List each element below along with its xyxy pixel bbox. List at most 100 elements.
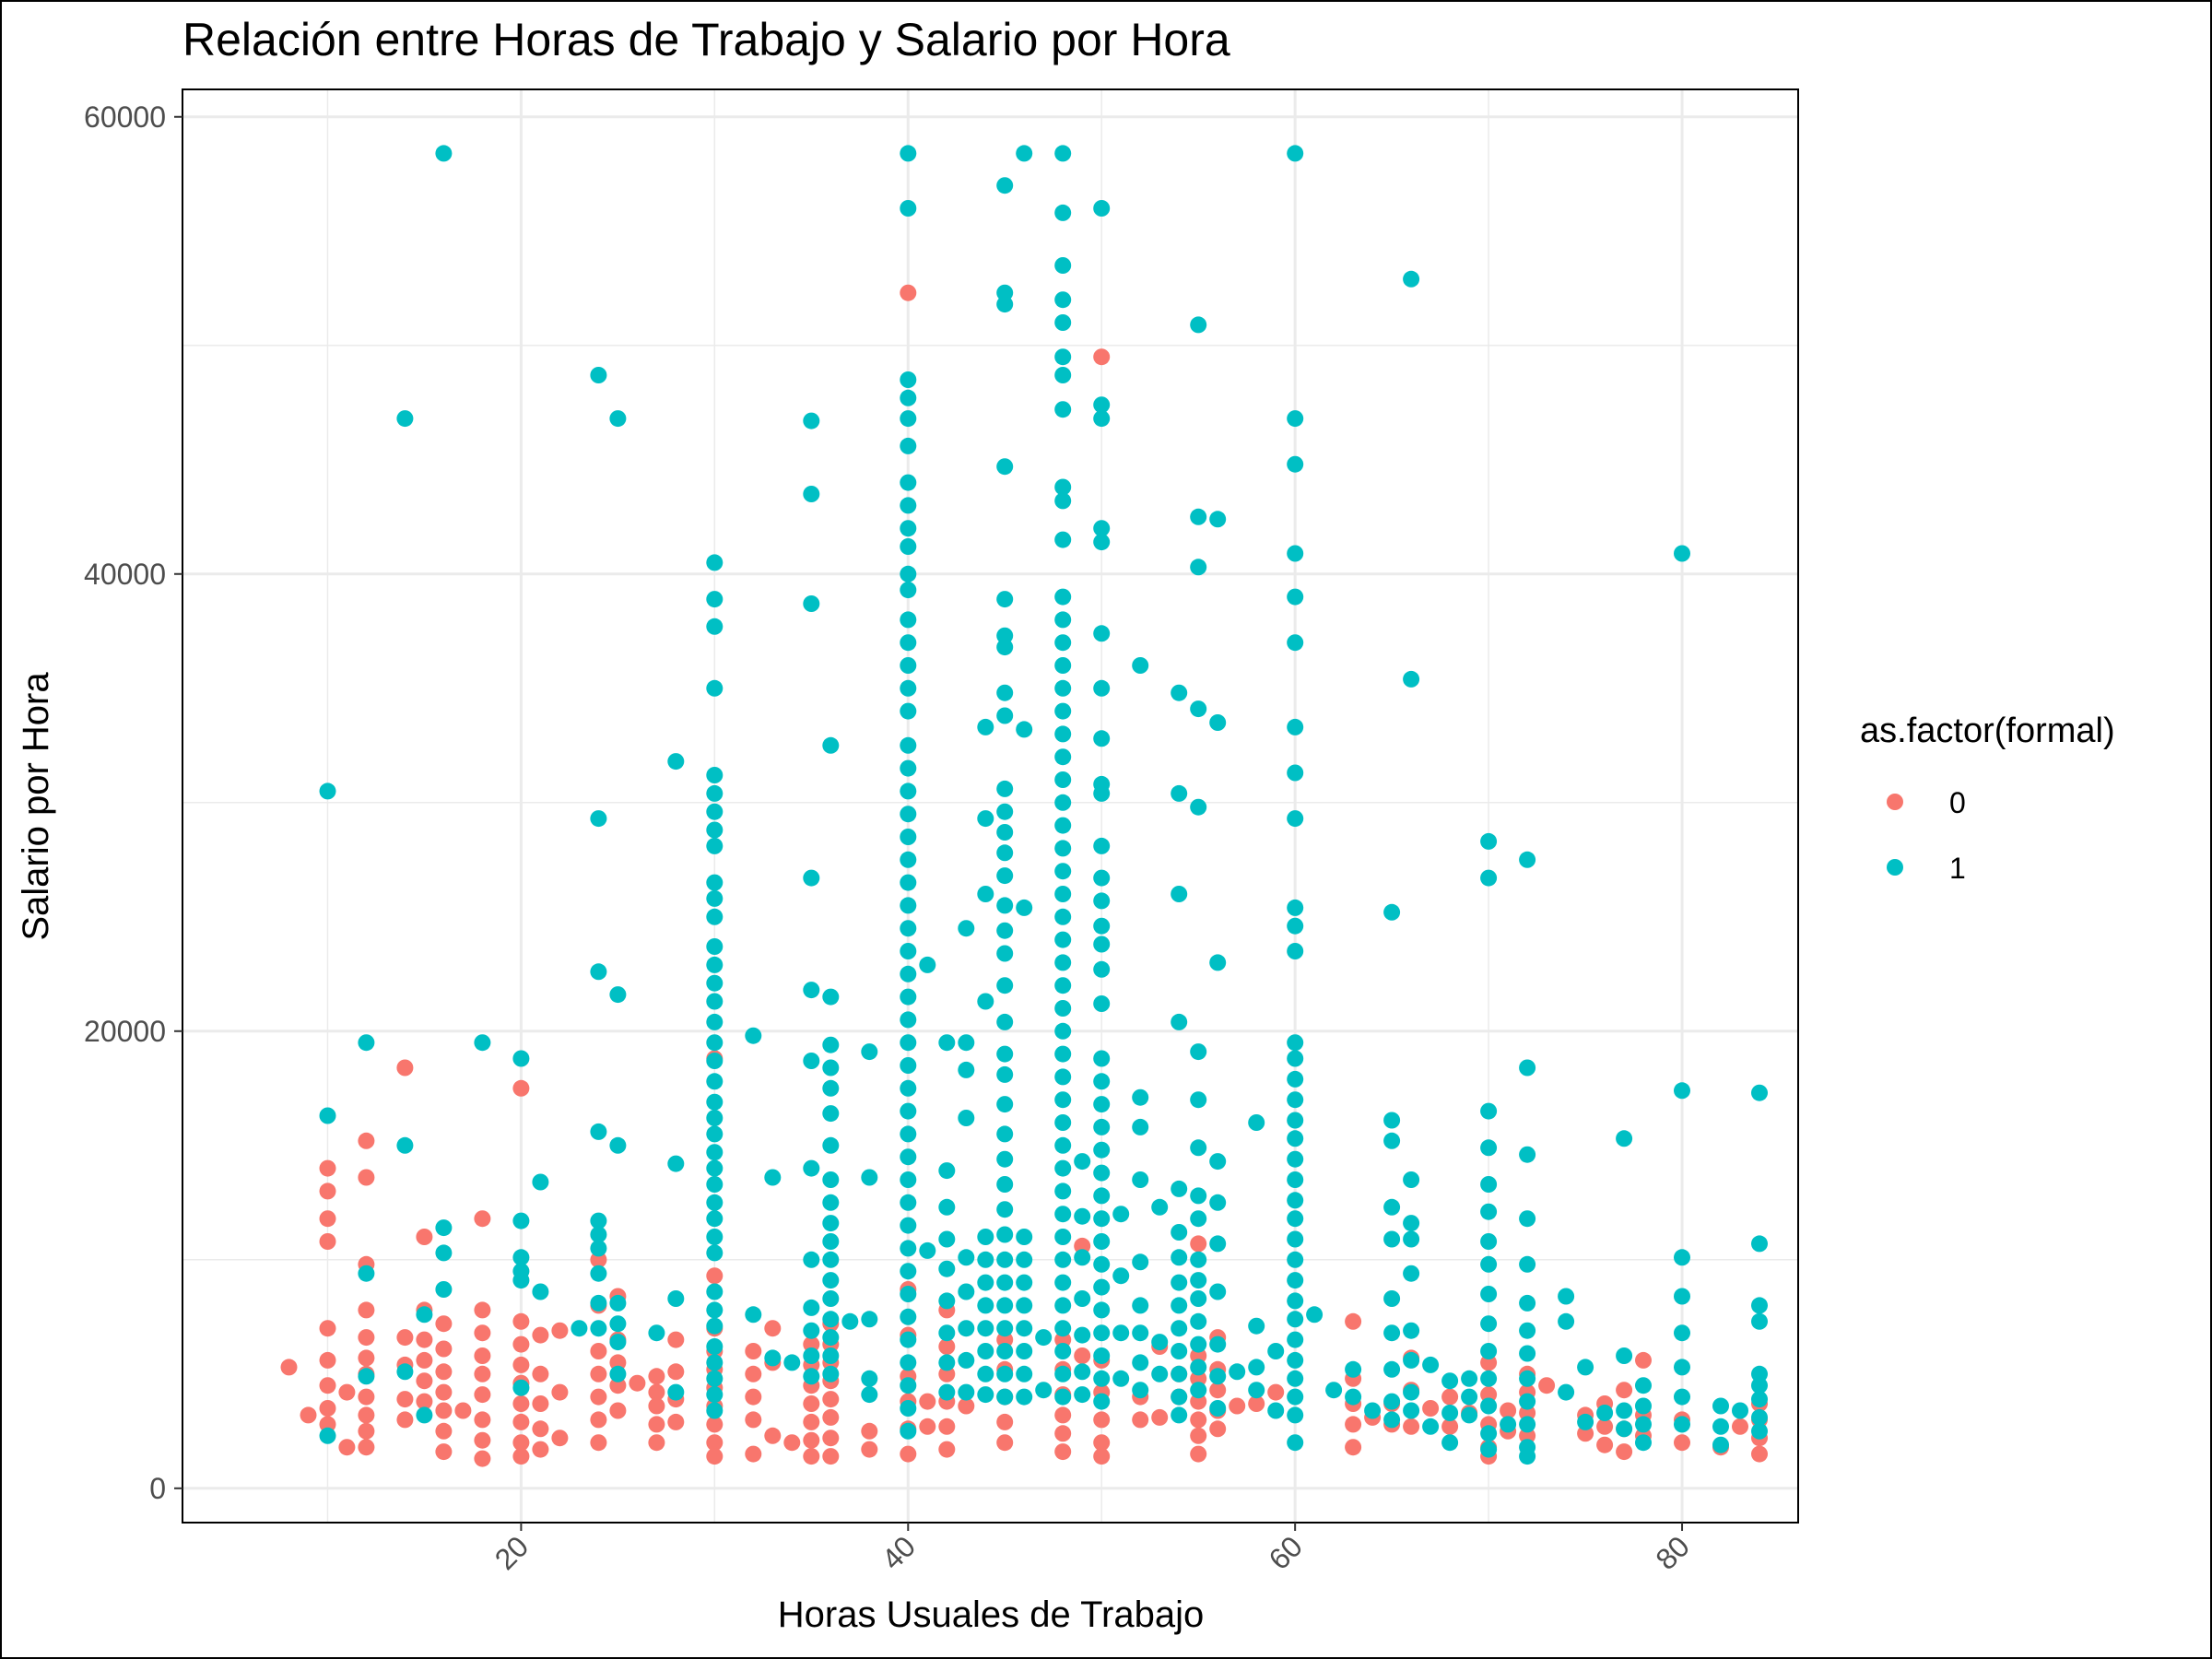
data-point (706, 1110, 724, 1126)
data-point (319, 1320, 336, 1337)
data-point (1287, 917, 1304, 935)
data-point (590, 1240, 607, 1257)
data-point (706, 1402, 724, 1419)
data-point (803, 412, 820, 429)
data-point (435, 1244, 453, 1262)
data-point (996, 1413, 1014, 1430)
data-point (1093, 200, 1111, 217)
data-point (822, 1215, 840, 1232)
data-point (1364, 1402, 1382, 1419)
data-point (1267, 1383, 1285, 1401)
data-point (1287, 1070, 1304, 1088)
data-point (1751, 1365, 1768, 1382)
data-point (803, 1299, 820, 1316)
data-point (1558, 1288, 1575, 1305)
data-point (1093, 348, 1111, 366)
data-point (1596, 1418, 1614, 1435)
data-point (1287, 1292, 1304, 1310)
data-point (900, 1422, 917, 1440)
data-point (706, 1210, 724, 1228)
data-point (996, 284, 1014, 301)
data-point (532, 1441, 549, 1458)
data-point (900, 145, 917, 162)
data-point (590, 1411, 607, 1429)
data-point (1519, 1210, 1536, 1228)
data-point (667, 1363, 685, 1381)
data-point (803, 486, 820, 502)
data-point (512, 1079, 530, 1097)
data-point (900, 897, 917, 914)
data-point (1480, 1255, 1498, 1273)
data-point (803, 1335, 820, 1353)
data-point (1151, 1408, 1169, 1426)
data-point (1287, 1434, 1304, 1452)
data-point (706, 767, 724, 783)
data-point (1519, 1146, 1536, 1163)
data-point (1171, 1224, 1188, 1241)
data-point (706, 1416, 724, 1433)
data-point (358, 1265, 375, 1282)
data-point (512, 1395, 530, 1412)
data-point (996, 1125, 1014, 1143)
data-point (900, 284, 917, 301)
data-point (938, 1324, 956, 1342)
data-point (1171, 1274, 1188, 1291)
data-point (1287, 899, 1304, 916)
data-points (280, 145, 1768, 1467)
data-point (1306, 1306, 1324, 1324)
data-point (1209, 1194, 1227, 1211)
data-point (1287, 410, 1304, 428)
data-point (512, 1448, 530, 1465)
data-point (1054, 257, 1072, 274)
data-point (1190, 1139, 1207, 1157)
data-point (1016, 1365, 1033, 1382)
data-point (1074, 1363, 1091, 1381)
data-point (1093, 1411, 1111, 1429)
data-point (996, 867, 1014, 885)
data-point (1345, 1416, 1362, 1433)
data-point (416, 1331, 433, 1348)
data-point (745, 1411, 762, 1429)
data-point (1171, 1365, 1188, 1382)
data-point (1054, 1068, 1072, 1086)
data-point (745, 1027, 762, 1044)
data-point (1074, 1153, 1091, 1171)
data-point (1093, 534, 1111, 551)
data-point (1751, 1084, 1768, 1101)
data-point (1287, 1034, 1304, 1052)
data-point (1422, 1400, 1440, 1417)
data-point (396, 1391, 414, 1408)
data-point (1093, 1187, 1111, 1205)
data-point (822, 1290, 840, 1307)
data-point (435, 1219, 453, 1237)
data-point (1074, 1326, 1091, 1344)
data-point (1054, 1297, 1072, 1314)
data-point (861, 1043, 878, 1061)
data-point (900, 657, 917, 674)
data-point (764, 1349, 782, 1367)
data-point (648, 1324, 665, 1342)
data-point (803, 1053, 820, 1069)
data-point (1054, 1000, 1072, 1017)
data-point (609, 986, 627, 1004)
data-point (996, 707, 1014, 724)
legend-key-0 (1887, 794, 1903, 810)
data-point (1054, 679, 1072, 697)
data-point (803, 869, 820, 887)
data-point (590, 1365, 607, 1382)
data-point (1345, 1360, 1362, 1378)
data-point (996, 1176, 1014, 1193)
data-point (938, 1198, 956, 1216)
data-point (1190, 1370, 1207, 1387)
data-point (1248, 1317, 1265, 1335)
data-point (1480, 1343, 1498, 1359)
data-point (900, 1331, 917, 1348)
data-point (1712, 1397, 1729, 1415)
data-point (996, 1365, 1014, 1382)
data-point (416, 1306, 433, 1324)
data-point (822, 1311, 840, 1328)
data-point (803, 982, 820, 999)
data-point (1093, 1210, 1111, 1228)
legend-label-0: 0 (1949, 786, 1966, 819)
data-point (1016, 1251, 1033, 1268)
